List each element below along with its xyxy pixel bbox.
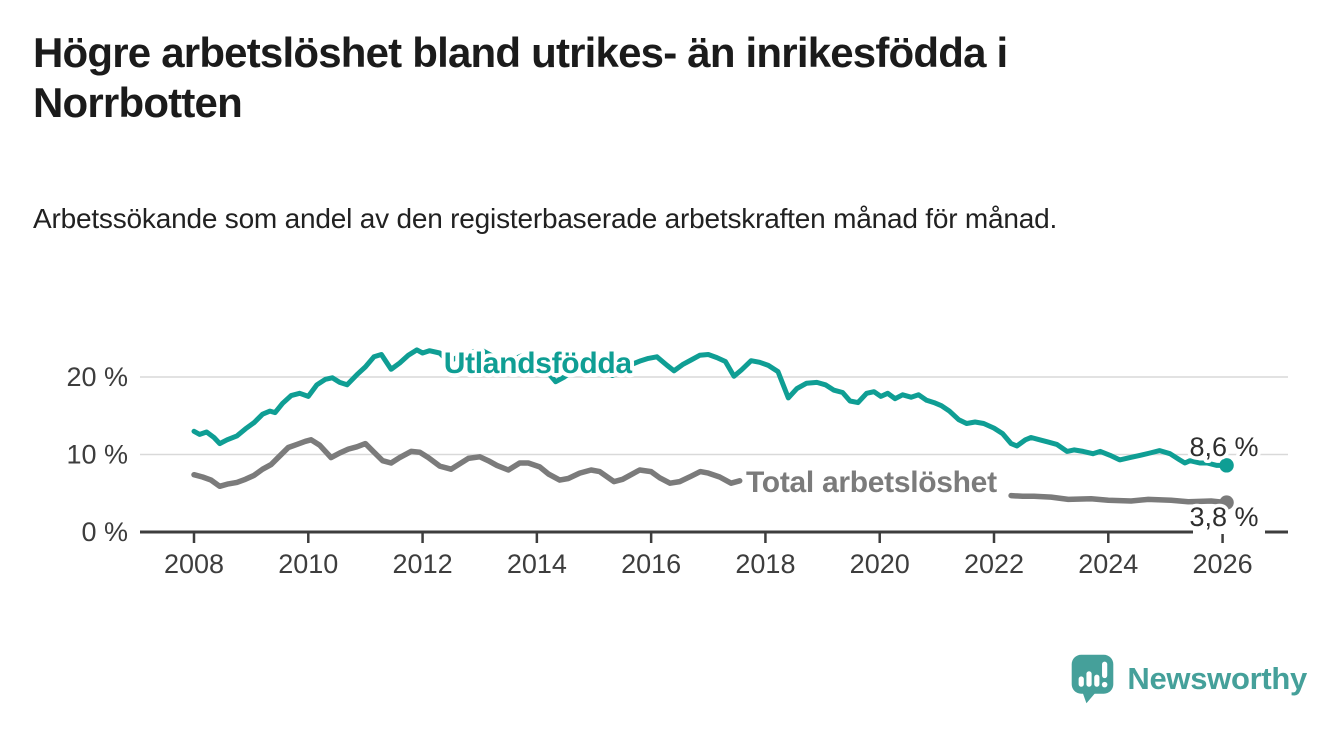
end-dot-total [1219, 495, 1234, 510]
line-chart: 2008 2010 2012 2014 2016 2018 2020 2022 2024 2026… [0, 330, 1340, 600]
value-label-utlandsfodda: 8,6 % [1190, 432, 1259, 462]
x-tick-label: 2026 [1193, 549, 1253, 579]
y-tick-label: 10 % [66, 440, 128, 470]
x-tick-label: 2014 [507, 549, 567, 579]
x-tick-label: 2008 [164, 549, 224, 579]
x-tick-label: 2020 [850, 549, 910, 579]
series-label-utlandsfodda: Utlandsfödda [444, 347, 633, 380]
brand-name: Newsworthy [1127, 661, 1307, 696]
x-tick-label: 2022 [964, 549, 1024, 579]
series-line-total [191, 437, 743, 490]
x-tick-label: 2010 [278, 549, 338, 579]
speech-bubble-bar-chart-icon [1072, 654, 1114, 704]
series-line-utlandsfodda [191, 347, 1230, 468]
page-subtitle: Arbetssökande som andel av den registerb… [33, 203, 1058, 234]
series-line-total [1008, 492, 1230, 506]
y-tick-label: 0 % [81, 517, 128, 547]
x-tick-label: 2016 [621, 549, 681, 579]
chart-canvas: 2008 2010 2012 2014 2016 2018 2020 2022 2024 2026… [66, 343, 1288, 579]
x-tick-label: 2024 [1078, 549, 1138, 579]
page-title: Högre arbetslöshet bland utrikes- än inr… [33, 29, 1008, 126]
newsworthy-logo: Newsworthy [1069, 653, 1307, 705]
label-backing [1193, 508, 1265, 534]
value-label-total: 3,8 % [1190, 502, 1259, 532]
x-tick-label: 2018 [735, 549, 795, 579]
series-label-total: Total arbetslöshet [746, 466, 997, 499]
x-tick-label: 2012 [393, 549, 453, 579]
y-tick-label: 20 % [66, 362, 128, 392]
end-dot-utlandsfodda [1219, 458, 1234, 473]
